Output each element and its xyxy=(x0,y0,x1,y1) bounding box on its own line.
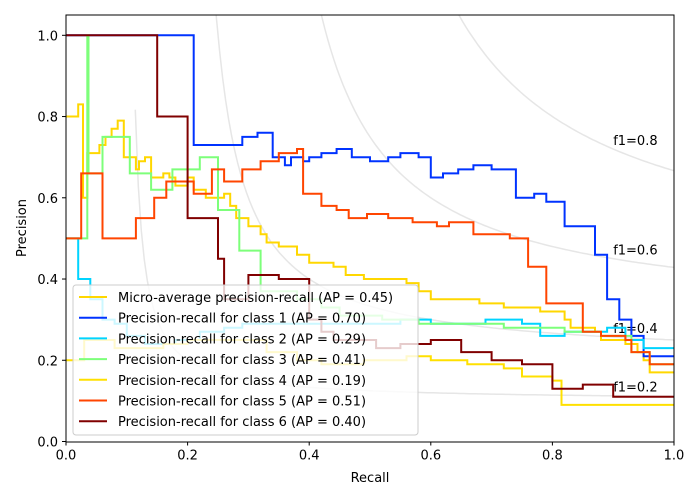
iso-f1-label: f1=0.8 xyxy=(613,134,657,149)
x-tick-label: 0.6 xyxy=(420,449,441,464)
y-tick-label: 0.2 xyxy=(37,354,58,369)
x-tick-label: 0.2 xyxy=(177,449,198,464)
legend-entry: Micro-average precision-recall (AP = 0.4… xyxy=(118,291,393,306)
x-tick-label: 0.8 xyxy=(542,449,563,464)
legend-entry: Precision-recall for class 6 (AP = 0.40) xyxy=(118,415,366,430)
iso-f1-label: f1=0.2 xyxy=(613,381,657,396)
legend-entry: Precision-recall for class 1 (AP = 0.70) xyxy=(118,312,366,327)
iso-f1-label: f1=0.6 xyxy=(613,244,657,259)
legend-entry: Precision-recall for class 2 (AP = 0.29) xyxy=(118,332,366,347)
iso-f1-curve xyxy=(320,15,674,269)
legend-entry: Precision-recall for class 3 (AP = 0.41) xyxy=(118,353,366,368)
iso-f1-label: f1=0.4 xyxy=(613,322,657,337)
plot-frame xyxy=(65,14,675,443)
x-tick-label: 1.0 xyxy=(664,449,685,464)
iso-f1-labels: f1=0.2 f1=0.4 f1=0.6 f1=0.8 xyxy=(613,134,657,396)
y-tick-label: 0.0 xyxy=(37,436,58,451)
series-line-0 xyxy=(66,103,674,374)
y-tick-label: 0.8 xyxy=(37,111,58,126)
y-tick-label: 0.4 xyxy=(37,273,58,288)
iso-f1-curve xyxy=(215,15,674,341)
y-tick-label: 0.6 xyxy=(37,192,58,207)
y-tick-label: 1.0 xyxy=(37,29,58,44)
x-axis-label: Recall xyxy=(351,471,390,486)
y-axis-ticks: 0.0 0.2 0.4 0.6 0.8 1.0 xyxy=(37,29,66,451)
series-line-1 xyxy=(66,34,674,358)
legend: Micro-average precision-recall (AP = 0.4… xyxy=(72,284,419,436)
legend-entry: Precision-recall for class 4 (AP = 0.19) xyxy=(118,374,366,389)
x-axis-ticks: 0.0 0.2 0.4 0.6 0.8 1.0 xyxy=(56,441,685,464)
x-tick-label: 0.0 xyxy=(56,449,77,464)
x-tick-label: 0.4 xyxy=(299,449,320,464)
legend-entry: Precision-recall for class 5 (AP = 0.51) xyxy=(118,395,366,410)
iso-f1-curve xyxy=(458,15,674,172)
legend-box xyxy=(72,284,419,436)
series-line-5 xyxy=(66,148,674,366)
y-axis-label: Precision xyxy=(15,199,30,257)
